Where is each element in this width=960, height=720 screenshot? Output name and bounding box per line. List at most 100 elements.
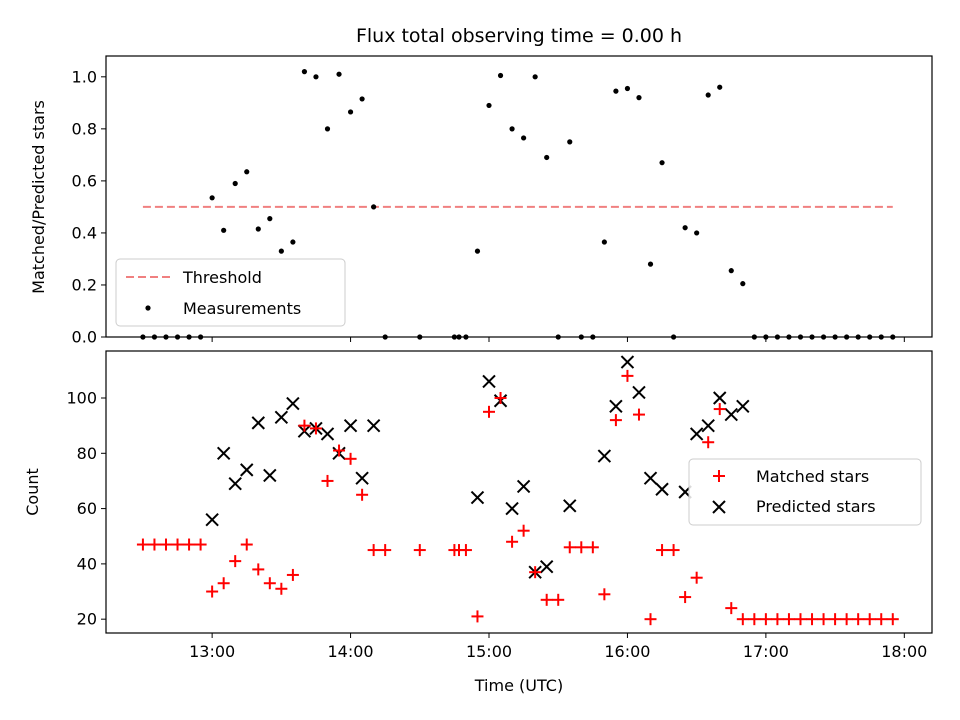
matched-point [644,613,657,626]
bottom-y-tick-label: 20 [77,610,97,629]
measurement-point [521,135,527,141]
predicted-point [643,471,658,485]
legend-measurements-label: Measurements [183,299,301,318]
measurement-point [336,71,342,77]
predicted-point [563,499,577,513]
measurement-point [371,204,377,210]
matched-point [736,613,749,626]
measurement-point [209,195,215,201]
matched-point [806,613,819,626]
predicted-point [632,385,646,400]
bottom-y-tick-label: 100 [66,389,97,408]
predicted-point [736,399,750,414]
bottom-x-tick-label: 18:00 [881,642,927,661]
matched-point [506,535,519,548]
bottom-x-tick-label: 13:00 [189,642,235,661]
predicted-point [724,407,738,422]
matched-point [552,593,565,606]
top-y-tick-label: 0.6 [72,171,97,190]
matched-point [679,591,692,604]
matched-point [309,422,322,435]
legend-threshold-label: Threshold [182,268,262,287]
top-y-tick-label: 0.8 [72,119,97,138]
matched-point [794,613,807,626]
measurement-point [567,139,573,145]
measurement-point [613,88,619,94]
matched-point [413,544,426,557]
predicted-point [366,418,381,433]
top-y-tick-label: 0.0 [72,328,97,347]
predicted-point [205,512,219,527]
matched-point [136,538,149,551]
predicted-point [470,490,485,505]
measurement-point [290,239,296,245]
measurement-point [728,268,734,274]
matched-point [483,405,496,418]
matched-point [840,613,853,626]
measurement-point [717,84,723,90]
matched-point [356,488,369,501]
matched-point [275,582,288,595]
bottom-x-tick-label: 15:00 [466,642,512,661]
predicted-point [263,468,277,483]
matched-point [206,585,219,598]
top-plot-frame [105,55,933,338]
measurement-point [509,126,515,132]
measurement-point [221,227,227,233]
predicted-point [274,410,289,425]
measurement-point [659,160,665,166]
matched-point [471,610,484,623]
predicted-point [240,463,254,477]
top-y-tick-label: 1.0 [72,67,97,86]
matched-point [298,419,311,432]
matched-point [875,613,888,626]
matched-point [321,474,334,487]
matched-point [817,613,830,626]
matched-point [748,613,761,626]
matched-point [459,544,472,557]
matched-point [586,541,599,554]
predicted-point [597,449,612,463]
matched-point [333,444,346,457]
matched-point [367,544,380,557]
matched-point [609,414,622,427]
predicted-point [655,482,669,496]
measurement-point [474,248,481,254]
matched-point [517,524,530,537]
predicted-point [539,559,554,574]
measurement-point [232,180,238,187]
measurement-point [359,96,365,102]
matched-point [379,544,392,557]
measurement-point [624,85,631,92]
matched-point [725,602,738,615]
matched-point [263,577,276,590]
matched-point [759,613,772,626]
bottom-plot-frame [105,350,933,634]
bottom-x-tick-label: 14:00 [328,642,374,661]
top-y-tick-label: 0.4 [72,223,97,242]
legend-predicted-label: Predicted stars [756,497,876,516]
measurement-point [255,226,261,232]
top-chart-title: Flux total observing time = 0.00 h [356,25,682,47]
measurement-point [324,126,331,132]
measurement-point [497,72,504,79]
measurement-point [244,169,250,175]
measurement-point [647,261,654,267]
matched-point [563,541,576,554]
predicted-point [620,355,635,369]
matched-point [852,613,865,626]
matched-point [159,538,172,551]
measurement-point [694,230,700,236]
measurement-point [301,69,308,75]
predicted-point [689,427,704,441]
predicted-point [482,374,496,389]
matched-point [286,568,299,581]
top-legend: Threshold Measurements [115,258,346,327]
measurement-point [682,225,688,231]
predicted-point [343,418,358,433]
predicted-point [286,396,300,411]
bottom-legend: Matched stars Predicted stars [688,458,922,526]
bottom-plot: 20 40 60 80 100 13:00 14:00 15:00 16:00 17:00 18:0… [66,355,927,661]
predicted-point [320,427,335,441]
measurement-point [347,109,354,115]
